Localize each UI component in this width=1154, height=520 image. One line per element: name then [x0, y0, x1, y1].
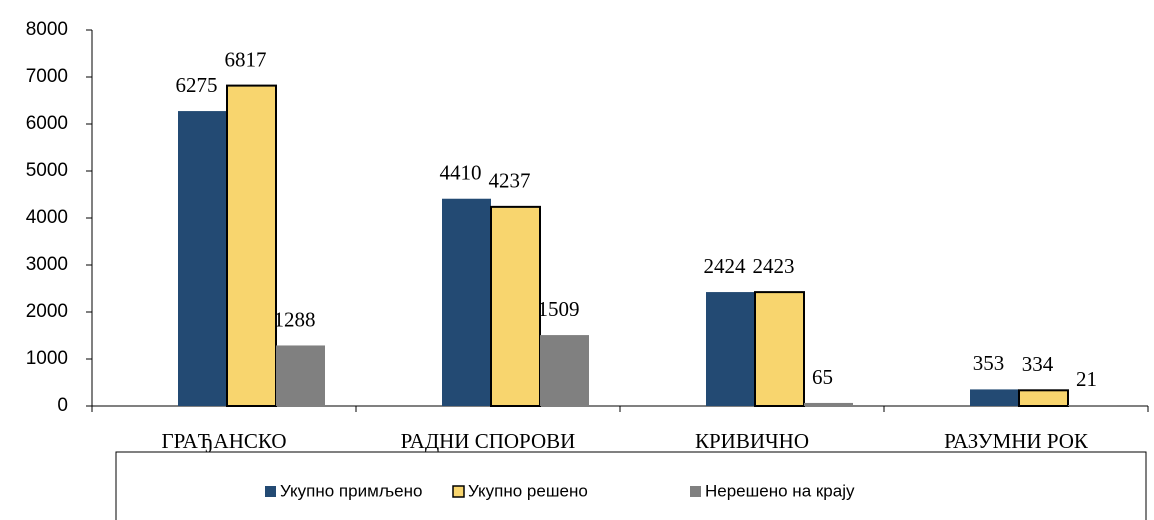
bar	[226, 84, 277, 407]
legend-swatch	[690, 486, 701, 497]
legend-label: Укупно примљено	[280, 481, 422, 500]
legend-label: Укупно решено	[468, 481, 588, 500]
value-label: 2424	[704, 254, 747, 278]
bar	[540, 335, 589, 406]
bar	[276, 345, 325, 406]
x-tick-label: РАЗУМНИ РОК	[944, 429, 1089, 453]
x-tick-label: КРИВИЧНО	[695, 429, 809, 453]
bar	[804, 402, 853, 406]
y-tick-label: 1000	[26, 348, 68, 369]
value-label: 2423	[753, 254, 795, 278]
y-tick-label: 0	[57, 395, 68, 416]
bar	[970, 389, 1019, 406]
x-tick-label: РАДНИ СПОРОВИ	[401, 429, 576, 453]
bar	[178, 111, 227, 406]
value-label: 6817	[225, 47, 267, 71]
bar	[1018, 389, 1069, 408]
legend-label: Нерешено на крају	[705, 481, 855, 500]
bar	[1068, 405, 1117, 406]
value-label: 4237	[489, 169, 531, 193]
y-tick-label: 2000	[26, 301, 68, 322]
y-tick-label: 5000	[26, 160, 68, 181]
y-tick-label: 4000	[26, 207, 68, 228]
x-tick-label: ГРАЂАНСКО	[161, 429, 286, 453]
legend-swatch	[265, 486, 276, 497]
value-label: 353	[973, 351, 1005, 375]
value-label: 1509	[538, 297, 580, 321]
value-label: 65	[812, 365, 833, 389]
bar	[442, 198, 491, 406]
value-label: 6275	[176, 73, 218, 97]
bar	[706, 292, 755, 406]
value-label: 21	[1076, 367, 1097, 391]
legend-swatch	[452, 485, 465, 498]
y-tick-label: 8000	[26, 19, 68, 40]
y-tick-label: 7000	[26, 66, 68, 87]
legend-box	[115, 451, 1147, 520]
value-label: 4410	[440, 161, 482, 185]
bar	[754, 291, 805, 407]
y-tick-label: 3000	[26, 254, 68, 275]
value-label: 334	[1022, 352, 1054, 376]
y-tick-label: 6000	[26, 113, 68, 134]
bar	[490, 205, 541, 407]
value-label: 1288	[274, 307, 316, 331]
